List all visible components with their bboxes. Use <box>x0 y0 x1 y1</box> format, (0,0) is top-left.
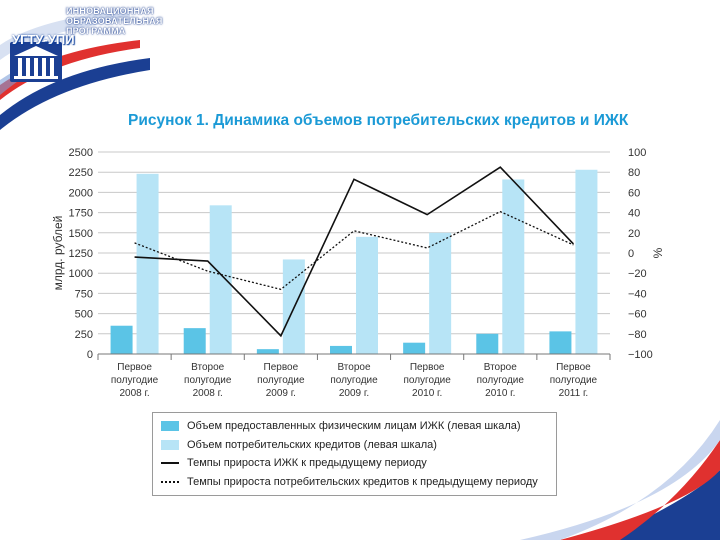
program-line-3: ПРОГРАММА <box>66 26 126 36</box>
x-category-label: 2010 г. <box>412 388 442 399</box>
x-category-label: Первое <box>410 362 445 373</box>
bar-izhk <box>549 331 572 354</box>
x-category-label: полугодие <box>257 375 305 386</box>
legend-swatch-consumer <box>161 439 179 450</box>
x-category-label: полугодие <box>184 375 232 386</box>
y-tick-label: 0 <box>87 349 93 361</box>
y-tick-label: 1750 <box>69 208 93 220</box>
legend-item-consumer-growth: Темпы прироста потребительских кредитов … <box>161 473 556 492</box>
y2-tick-label: −40 <box>628 288 647 300</box>
y2-tick-label: 0 <box>628 248 634 260</box>
x-category-label: полугодие <box>111 375 159 386</box>
y2-tick-label: −80 <box>628 329 647 341</box>
legend-item-izhk-growth: Темпы прироста ИЖК к предыдущему периоду <box>161 454 556 473</box>
program-title: ИННОВАЦИОННАЯ ОБРАЗОВАТЕЛЬНАЯ ПРОГРАММА <box>66 6 163 36</box>
bar-izhk <box>256 349 279 354</box>
y-tick-label: 2000 <box>69 187 93 199</box>
x-category-label: Второе <box>484 362 517 373</box>
x-category-label: 2010 г. <box>485 388 515 399</box>
legend-label-izhk: Объем предоставленных физическим лицам И… <box>187 420 521 433</box>
bar-izhk <box>476 333 499 354</box>
y2-tick-label: 40 <box>628 208 640 220</box>
y2-tick-label: 80 <box>628 167 640 179</box>
legend-swatch-izhk <box>161 421 179 432</box>
y-tick-label: 250 <box>75 329 93 341</box>
program-line-2: ОБРАЗОВАТЕЛЬНАЯ <box>66 16 163 26</box>
x-category-label: 2009 г. <box>266 388 296 399</box>
x-category-label: полугодие <box>477 375 525 386</box>
bar-izhk <box>110 325 133 354</box>
legend-line-dotted <box>161 480 179 483</box>
y-tick-label: 500 <box>75 309 93 321</box>
swoosh-light <box>0 10 130 60</box>
bar-consumer <box>209 205 232 354</box>
bar-izhk <box>330 345 352 354</box>
chart-grid <box>98 151 610 355</box>
program-line-1: ИННОВАЦИОННАЯ <box>66 6 154 16</box>
line-consumer-growth <box>134 210 574 291</box>
logo-label: УГТУ-УПИ <box>12 32 75 47</box>
x-category-label: 2008 г. <box>193 388 223 399</box>
y-tick-label: 2500 <box>69 147 93 159</box>
y2-tick-label: −60 <box>628 309 647 321</box>
y-tick-label: 1500 <box>69 228 93 240</box>
bar-izhk <box>183 328 206 354</box>
chart-lines <box>134 166 575 338</box>
x-category-label: полугодие <box>403 375 451 386</box>
chart-title: Рисунок 1. Динамика объемов потребительс… <box>128 112 629 129</box>
legend-item-izhk: Объем предоставленных физическим лицам И… <box>161 417 556 436</box>
legend-label-consumer-growth: Темпы прироста потребительских кредитов … <box>187 475 538 488</box>
legend-label-consumer: Объем потребительских кредитов (левая шк… <box>187 438 437 451</box>
chart-legend: Объем предоставленных физическим лицам И… <box>152 412 557 496</box>
y2-tick-label: 20 <box>628 228 640 240</box>
y-tick-label: 750 <box>75 288 93 300</box>
x-category-label: 2009 г. <box>339 388 369 399</box>
x-category-label: Первое <box>117 362 152 373</box>
legend-label-izhk-growth: Темпы прироста ИЖК к предыдущему периоду <box>187 457 427 470</box>
corner-blue <box>600 470 720 540</box>
y2-tick-label: −20 <box>628 268 647 280</box>
y2-tick-label: −100 <box>628 349 653 361</box>
x-category-label: Второе <box>337 362 370 373</box>
x-category-label: 2011 г. <box>559 388 589 399</box>
corner-red <box>560 440 720 540</box>
y2-tick-label: 100 <box>628 147 646 159</box>
y2-tick-label: 60 <box>628 187 640 199</box>
y-tick-label: 2250 <box>69 167 93 179</box>
bar-consumer <box>575 169 598 354</box>
bar-consumer <box>429 232 452 354</box>
x-category-label: Первое <box>556 362 591 373</box>
y-axis-label: млрд. рублей <box>51 216 65 291</box>
bar-consumer <box>356 236 378 354</box>
bar-izhk <box>403 342 426 354</box>
x-category-label: полугодие <box>550 375 598 386</box>
x-category-label: Второе <box>191 362 224 373</box>
chart-bars <box>110 169 598 354</box>
logo-emblem-icon <box>10 42 62 82</box>
legend-item-consumer: Объем потребительских кредитов (левая шк… <box>161 436 556 455</box>
bar-consumer <box>502 179 525 354</box>
legend-line-solid <box>161 462 179 465</box>
x-category-label: полугодие <box>330 375 378 386</box>
y2-axis-label: % <box>651 247 665 258</box>
university-logo <box>4 4 68 88</box>
bar-consumer <box>136 173 159 354</box>
x-category-label: Первое <box>264 362 299 373</box>
y-tick-label: 1250 <box>69 248 93 260</box>
chart-axes: 02505007501000125015001750200022502500−1… <box>69 147 653 399</box>
swoosh-blue <box>0 58 150 130</box>
line-izhk-growth <box>134 166 575 338</box>
y-tick-label: 1000 <box>69 268 93 280</box>
x-category-label: 2008 г. <box>119 388 149 399</box>
